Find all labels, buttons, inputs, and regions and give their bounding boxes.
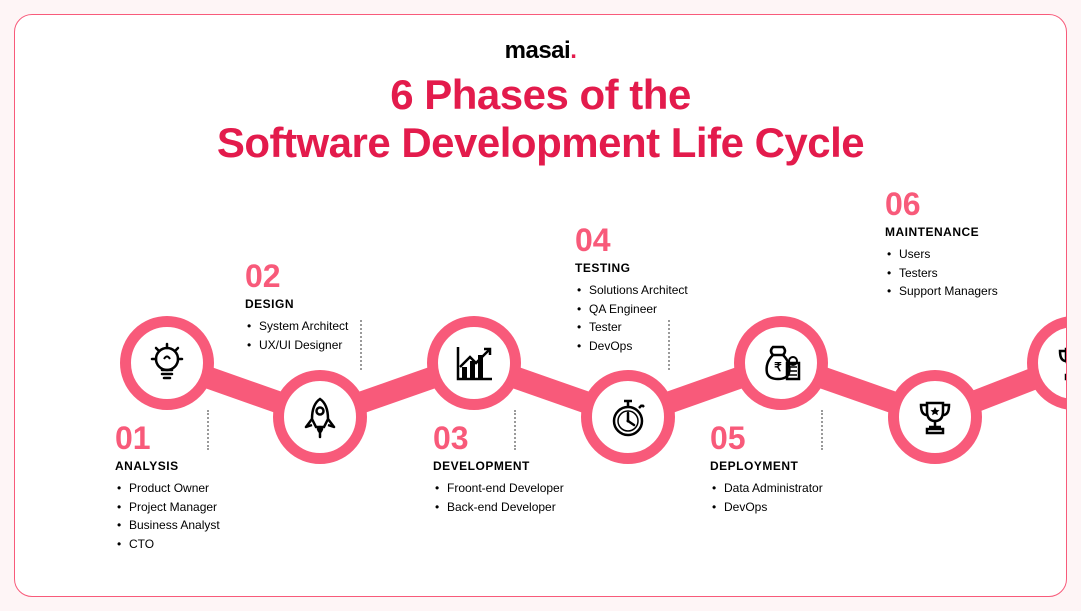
phase-node-6: [888, 370, 982, 464]
lightbulb-icon: [145, 341, 189, 385]
trophy-icon: [1052, 341, 1067, 385]
phase-name: DEVELOPMENT: [433, 459, 613, 473]
phase-node-7: [1027, 316, 1067, 410]
phase-number: 02: [245, 258, 425, 295]
role-item: Tester: [577, 318, 755, 337]
role-item: QA Engineer: [577, 300, 755, 319]
role-item: DevOps: [712, 498, 890, 517]
phase-roles: System ArchitectUX/UI Designer: [245, 317, 425, 354]
phase-number: 01: [115, 420, 295, 457]
stopwatch-icon: [606, 395, 650, 439]
title-line-2: Software Development Life Cycle: [15, 119, 1066, 167]
phase-number: 06: [885, 186, 1065, 223]
role-item: Data Administrator: [712, 479, 890, 498]
phase-number: 04: [575, 222, 755, 259]
main-title: 6 Phases of the Software Development Lif…: [15, 71, 1066, 168]
phase-roles: Product OwnerProject ManagerBusiness Ana…: [115, 479, 295, 553]
phase-number: 05: [710, 420, 890, 457]
role-item: Business Analyst: [117, 516, 295, 535]
phase-node-1: [120, 316, 214, 410]
card-container: masai. 6 Phases of the Software Developm…: [14, 14, 1067, 597]
role-item: DevOps: [577, 337, 755, 356]
title-line-1: 6 Phases of the: [15, 71, 1066, 119]
phase-block-01: 01 ANALYSIS Product OwnerProject ManagerBu…: [115, 420, 295, 553]
phase-roles: Solutions ArchitectQA EngineerTesterDevO…: [575, 281, 755, 355]
role-item: Testers: [887, 264, 1065, 283]
role-item: Project Manager: [117, 498, 295, 517]
phase-roles: UsersTestersSupport Managers: [885, 245, 1065, 301]
role-item: Back-end Developer: [435, 498, 613, 517]
phase-name: MAINTENANCE: [885, 225, 1065, 239]
rocket-icon: [298, 395, 342, 439]
brand-name: masai: [505, 37, 571, 64]
phase-block-06: 06 MAINTENANCE UsersTestersSupport Manager…: [885, 186, 1065, 301]
phase-roles: Froont-end DeveloperBack-end Developer: [433, 479, 613, 516]
role-item: Product Owner: [117, 479, 295, 498]
phase-node-3: [427, 316, 521, 410]
role-item: CTO: [117, 535, 295, 554]
role-item: Solutions Architect: [577, 281, 755, 300]
chart-icon: [452, 341, 496, 385]
phase-roles: Data AdministratorDevOps: [710, 479, 890, 516]
phase-block-02: 02 DESIGN System ArchitectUX/UI Designer: [245, 258, 425, 354]
brand-logo: masai.: [15, 15, 1066, 65]
phase-name: ANALYSIS: [115, 459, 295, 473]
phase-node-5: [734, 316, 828, 410]
role-item: UX/UI Designer: [247, 336, 425, 355]
role-item: Users: [887, 245, 1065, 264]
phase-block-04: 04 TESTING Solutions ArchitectQA EngineerT…: [575, 222, 755, 355]
moneybag-icon: [759, 341, 803, 385]
phase-name: DEPLOYMENT: [710, 459, 890, 473]
role-item: Support Managers: [887, 282, 1065, 301]
role-item: Froont-end Developer: [435, 479, 613, 498]
phase-name: DESIGN: [245, 297, 425, 311]
phase-name: TESTING: [575, 261, 755, 275]
brand-dot: .: [570, 37, 576, 64]
phase-node-4: [581, 370, 675, 464]
phase-node-2: [273, 370, 367, 464]
role-item: System Architect: [247, 317, 425, 336]
trophy-icon: [913, 395, 957, 439]
phase-block-05: 05 DEPLOYMENT Data AdministratorDevOps: [710, 420, 890, 516]
